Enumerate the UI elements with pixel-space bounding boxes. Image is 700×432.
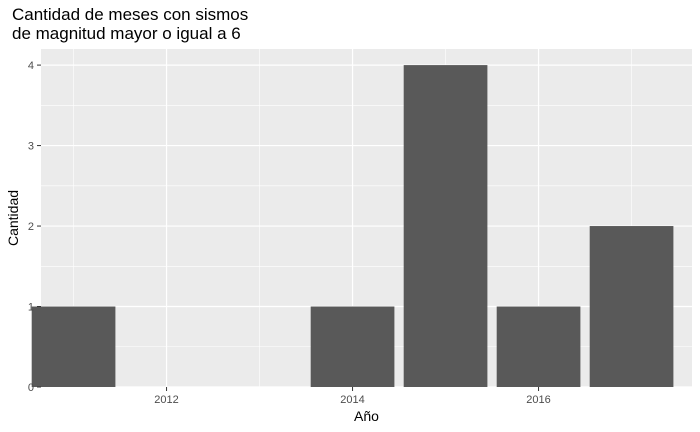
x-axis: 2012 2014 2016 xyxy=(154,387,551,406)
chart-title-line-1: Cantidad de meses con sismos xyxy=(12,5,249,24)
bar-2017 xyxy=(589,226,674,387)
bar-2011 xyxy=(31,306,116,387)
bar-2014 xyxy=(310,306,395,387)
chart-title-line-2: de magnitud mayor o igual a 6 xyxy=(12,24,241,43)
y-tick-label: 3 xyxy=(28,141,34,153)
y-tick-label: 4 xyxy=(28,60,34,72)
x-tick-label: 2014 xyxy=(340,394,364,406)
bar-2016 xyxy=(496,306,581,387)
y-tick-label: 2 xyxy=(28,221,34,233)
x-tick-label: 2016 xyxy=(526,394,550,406)
y-tick-label: 0 xyxy=(28,382,34,394)
y-axis-title: Cantidad xyxy=(5,190,21,246)
y-axis: 0 1 2 3 4 xyxy=(28,60,41,394)
bar-2015 xyxy=(403,65,488,387)
x-tick-label: 2012 xyxy=(154,394,178,406)
y-tick-label: 1 xyxy=(28,302,34,314)
bars xyxy=(31,65,674,387)
x-axis-title: Año xyxy=(354,408,379,424)
